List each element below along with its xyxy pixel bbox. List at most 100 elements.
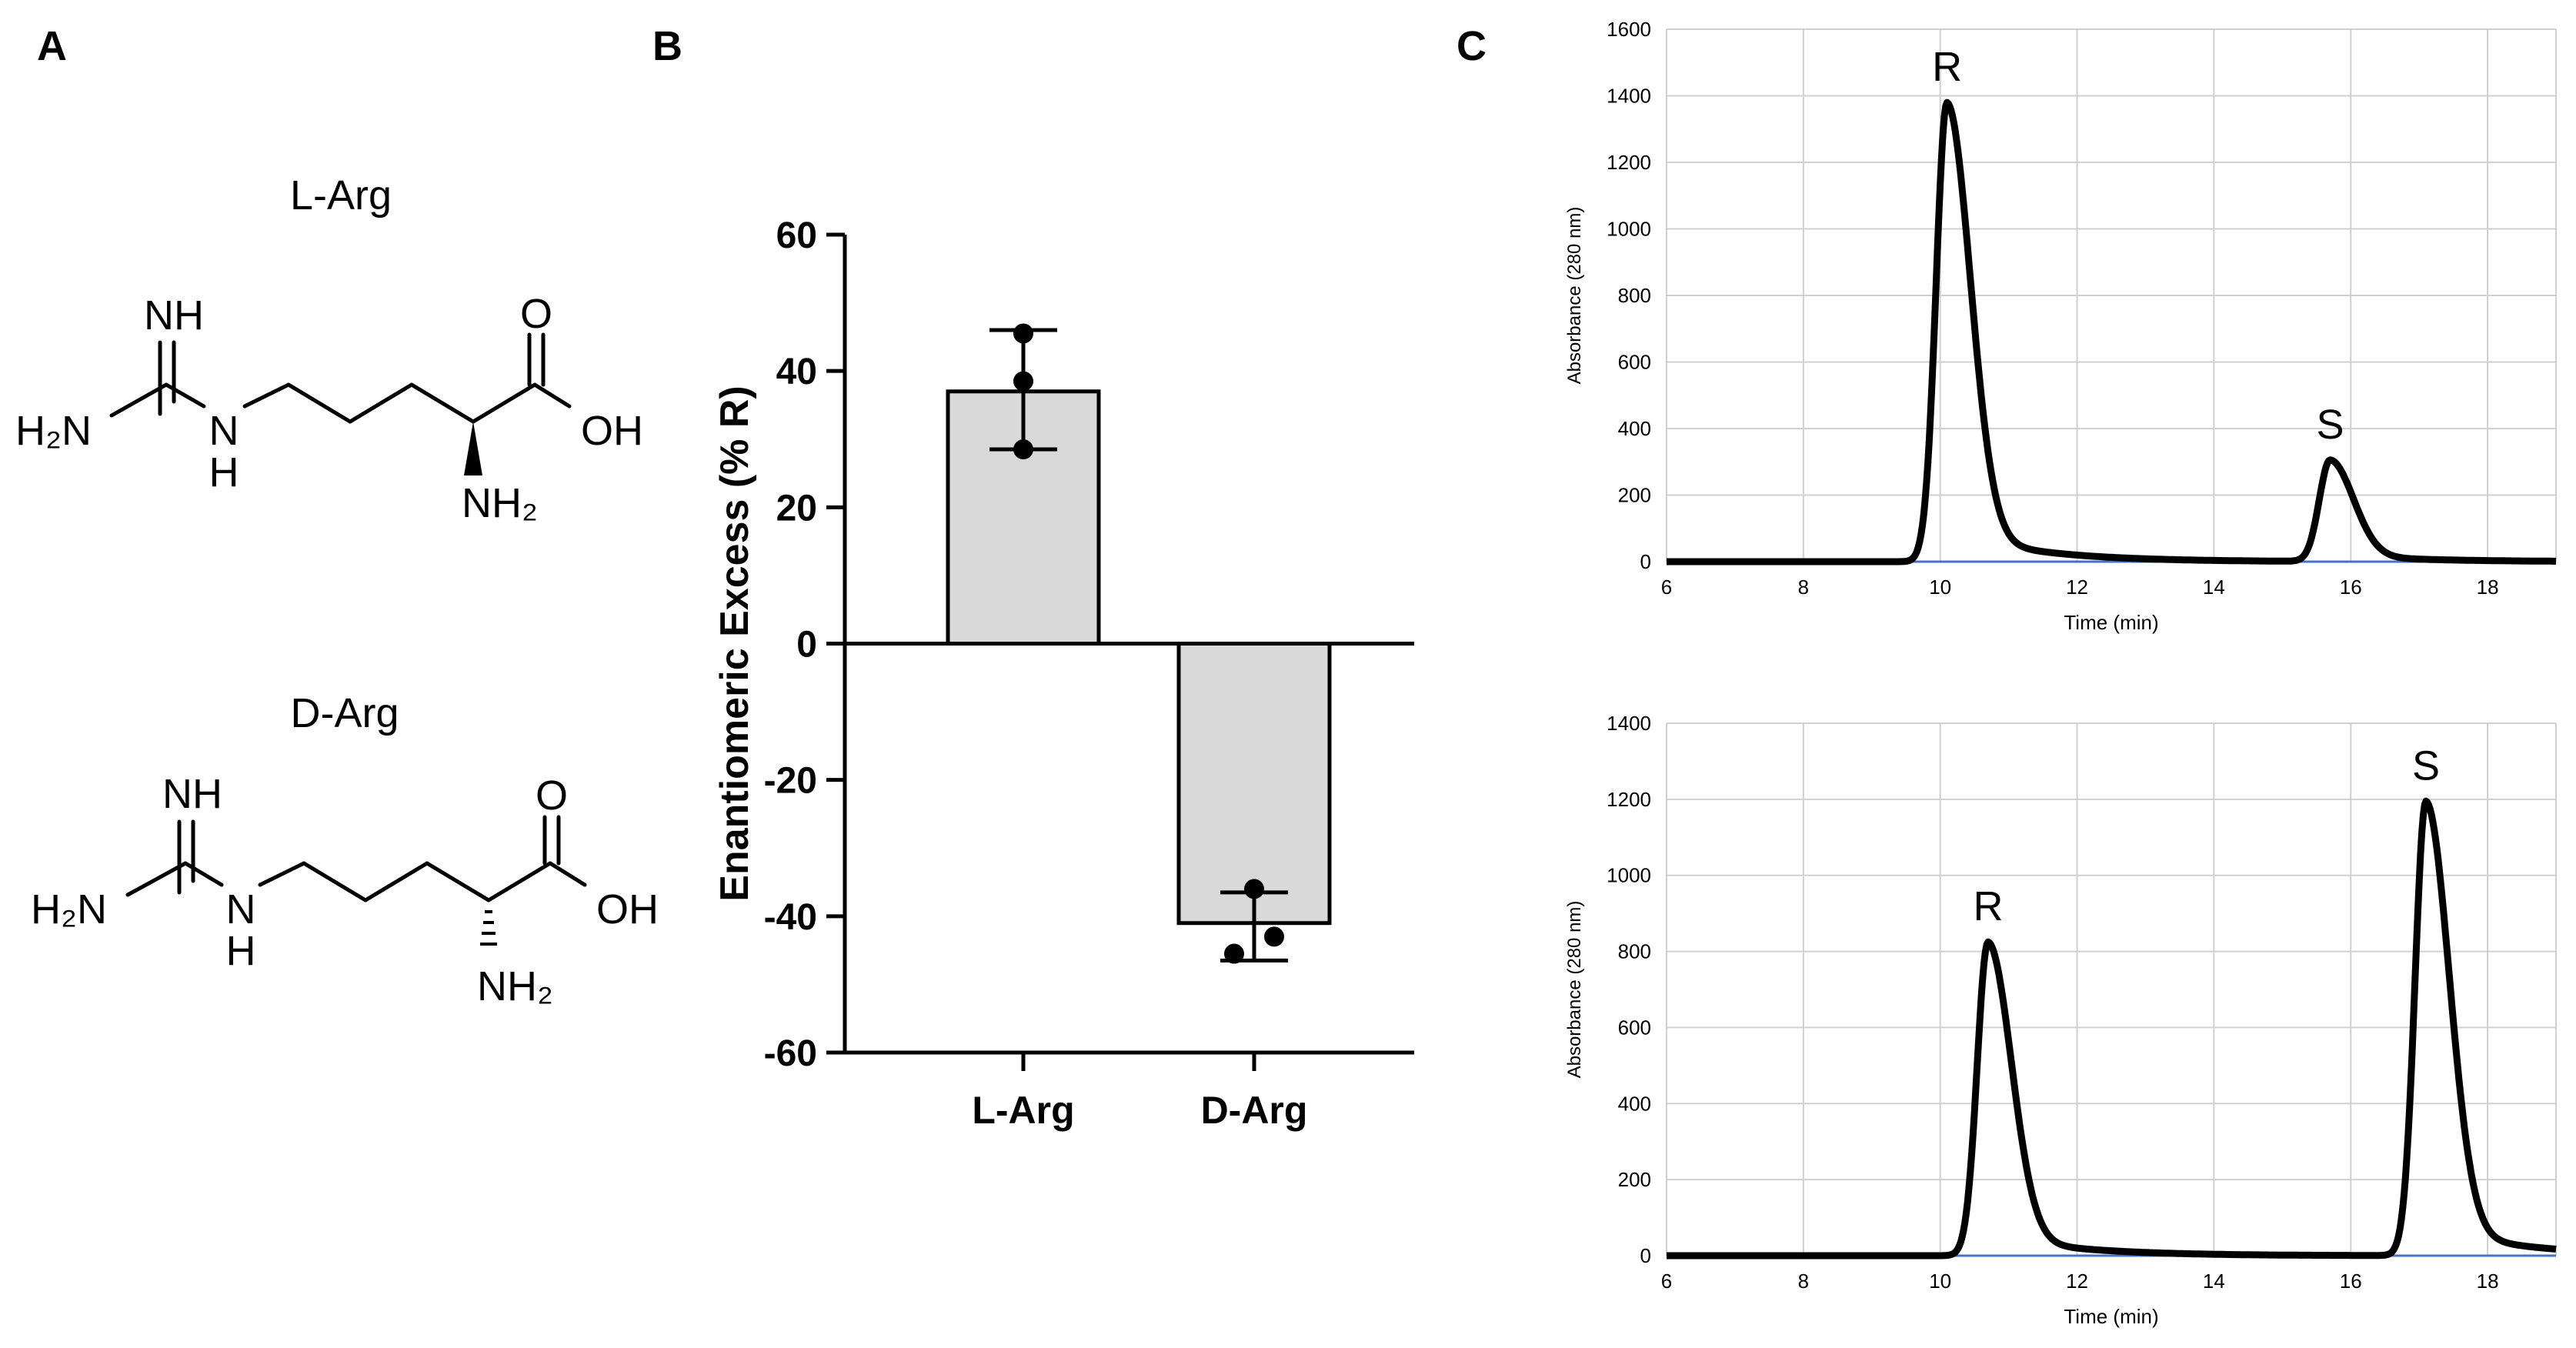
panel-c-letter: C [1457, 23, 1487, 69]
atom-label: H [226, 928, 256, 974]
bar-chart: -60 -40 -20 0 20 40 60 L-Arg D-Arg [764, 215, 1414, 1132]
peak-label: S [2317, 402, 2344, 448]
atom-label: H₂N [31, 886, 107, 933]
molecule-name: L-Arg [290, 172, 392, 219]
molecule-d-arg: D-Arg NH H₂N [31, 690, 659, 1009]
y-tick-label: 1000 [1607, 864, 1651, 887]
panel-a: A L-Arg NH H₂N N H O [15, 23, 659, 1009]
x-axis-label: Time (min) [2064, 1305, 2158, 1328]
y-tick-label: -40 [764, 897, 817, 938]
y-tick-label: 0 [1640, 550, 1651, 573]
trace-line [1664, 797, 2558, 1260]
bond [486, 861, 552, 903]
bond [471, 382, 537, 424]
peak-label: R [1932, 44, 1962, 90]
y-tick-label: 40 [776, 352, 817, 392]
y-tick-label: 1400 [1607, 85, 1651, 108]
x-tick-label: 6 [1661, 1270, 1672, 1293]
y-tick-label: 1400 [1607, 712, 1651, 735]
x-tick-label: 18 [2477, 576, 2499, 599]
x-tick-label: D-Arg [1201, 1089, 1308, 1132]
y-tick-label: 200 [1618, 1168, 1651, 1191]
x-tick-label: 18 [2477, 1270, 2499, 1293]
y-tick-label: 0 [1640, 1244, 1651, 1267]
data-point [1264, 926, 1284, 947]
atom-label: H [209, 449, 239, 495]
bond [409, 382, 475, 424]
atom-label: O [520, 291, 552, 337]
panel-c: C Time (min) Absorbance (280 nm) 0 200 400… [1457, 18, 2558, 1328]
y-tick-label: 600 [1618, 351, 1651, 374]
data-point [1224, 943, 1244, 964]
atom-label: H₂N [15, 408, 92, 454]
data-point [1013, 371, 1033, 392]
y-tick-label: -20 [764, 761, 817, 802]
bond [425, 861, 491, 903]
panel-a-letter: A [37, 23, 67, 69]
atom-label: NH₂ [462, 480, 538, 526]
x-tick-label: 6 [1661, 576, 1672, 599]
bond [363, 861, 429, 903]
bond [258, 861, 306, 887]
y-tick-label: 400 [1618, 417, 1651, 440]
x-tick-label: 10 [1929, 576, 1951, 599]
x-tick-label: 10 [1929, 1270, 1951, 1293]
atom-label: OH [581, 408, 643, 454]
y-tick-label: 200 [1618, 484, 1651, 507]
bond [348, 382, 414, 424]
atom-label: N [226, 886, 256, 933]
x-tick-label: 12 [2066, 1270, 2088, 1293]
y-tick-label: 400 [1618, 1092, 1651, 1115]
bond [302, 861, 368, 903]
bond [183, 861, 224, 887]
atom-label: NH₂ [477, 963, 553, 1009]
y-tick-label: 1600 [1607, 18, 1651, 41]
atom-label: N [209, 408, 239, 454]
x-tick-label: 14 [2203, 1270, 2225, 1293]
y-tick-label: 600 [1618, 1016, 1651, 1039]
chromatogram-top: Time (min) Absorbance (280 nm) 0 200 400 60… [1564, 18, 2558, 634]
y-axis-label: Absorbance (280 nm) [1564, 901, 1585, 1079]
data-point [1013, 323, 1033, 344]
y-tick-label: 60 [776, 215, 817, 256]
x-tick-label: 16 [2340, 1270, 2362, 1293]
bond [286, 382, 352, 424]
hashed-bond [480, 910, 497, 946]
bond [532, 382, 572, 409]
trace-line [1664, 98, 2558, 566]
panel-b-letter: B [652, 23, 682, 69]
x-tick-label: 12 [2066, 576, 2088, 599]
y-tick-label: 1200 [1607, 788, 1651, 811]
x-tick-label: 14 [2203, 576, 2225, 599]
bond [242, 382, 291, 409]
y-tick-label: 1000 [1607, 218, 1651, 241]
bond [164, 382, 206, 409]
x-tick-label: 8 [1798, 1270, 1809, 1293]
y-tick-label: 20 [776, 488, 817, 529]
bond [125, 861, 188, 897]
data-point [1013, 439, 1033, 460]
y-tick-label: 800 [1618, 284, 1651, 307]
molecule-name: D-Arg [290, 690, 399, 736]
atom-label: NH [144, 292, 204, 339]
atom-label: OH [596, 886, 659, 933]
peak-label: R [1973, 883, 2003, 929]
x-axis-label: Time (min) [2064, 611, 2158, 634]
y-tick-label: -60 [764, 1033, 817, 1074]
chromatogram-bottom: Time (min) Absorbance (280 nm) 0 200 400 60… [1564, 712, 2558, 1328]
atom-label: NH [162, 771, 222, 817]
y-tick-label: 0 [796, 625, 817, 666]
bond [109, 382, 169, 418]
wedge-bond [464, 422, 482, 475]
x-tick-label: 16 [2340, 576, 2362, 599]
peak-label: S [2412, 742, 2440, 789]
bond [548, 861, 587, 887]
molecule-l-arg: L-Arg NH H₂N N H O OH NH₂ [15, 172, 643, 526]
data-point [1244, 879, 1264, 899]
panel-b: B Enantiomeric Excess (% R) -60 -40 -20 0 20… [652, 23, 1414, 1132]
y-tick-label: 800 [1618, 940, 1651, 963]
atom-label: O [536, 772, 568, 819]
x-tick-label: 8 [1798, 576, 1809, 599]
y-axis-label: Enantiomeric Excess (% R) [712, 385, 757, 901]
